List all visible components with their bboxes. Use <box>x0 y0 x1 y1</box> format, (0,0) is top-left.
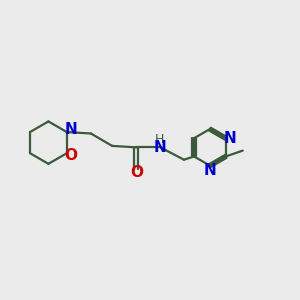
Text: N: N <box>224 131 236 146</box>
Text: H: H <box>154 133 164 146</box>
Text: N: N <box>64 122 77 137</box>
Text: N: N <box>203 163 216 178</box>
Text: O: O <box>130 166 143 181</box>
Text: O: O <box>64 148 77 163</box>
Text: N: N <box>154 140 167 155</box>
